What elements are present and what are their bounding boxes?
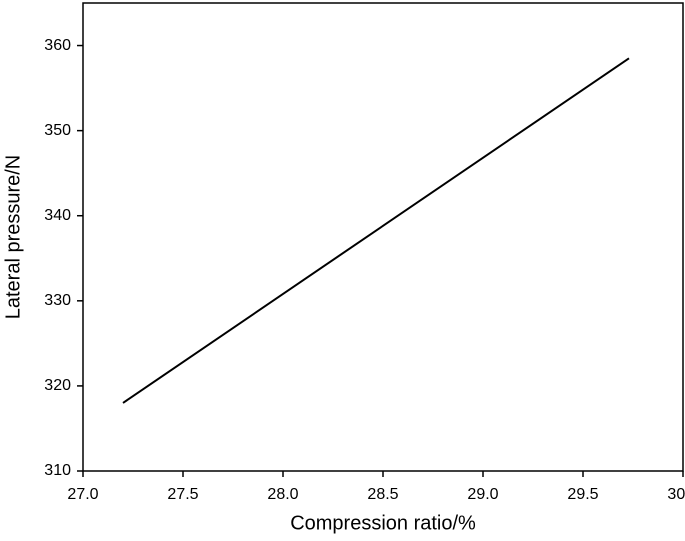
plot-frame (82, 2, 684, 472)
y-tick-label: 360 (44, 37, 71, 54)
x-tick-label: 30.0 (667, 486, 685, 503)
y-tick-label: 330 (44, 292, 71, 309)
x-tick-label: 29.0 (467, 486, 498, 503)
x-tick-label: 28.0 (267, 486, 298, 503)
y-axis-title: Lateral pressure/N (2, 155, 24, 320)
y-tick-label: 340 (44, 207, 71, 224)
y-tick-label: 310 (44, 462, 71, 479)
x-tick-label: 29.5 (567, 486, 598, 503)
x-axis-title: Compression ratio/% (290, 512, 476, 534)
x-tick-label: 28.5 (367, 486, 398, 503)
y-tick-label: 350 (44, 122, 71, 139)
x-tick-label: 27.0 (67, 486, 98, 503)
y-tick-label: 320 (44, 377, 71, 394)
data-line (122, 57, 630, 404)
x-tick-label: 27.5 (167, 486, 198, 503)
